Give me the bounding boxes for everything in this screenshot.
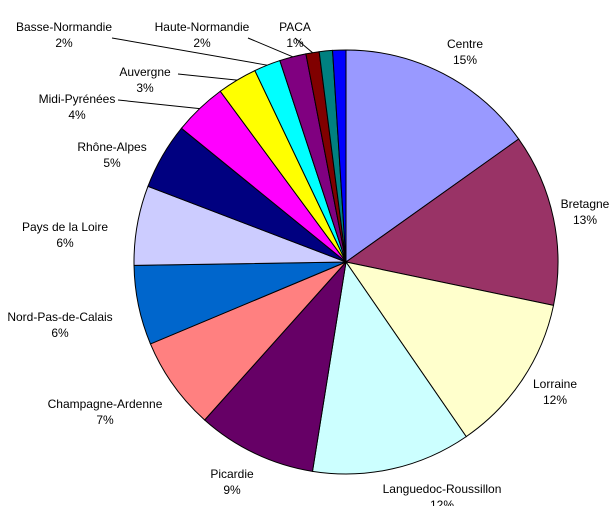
- slice-value-label: 1%: [286, 36, 304, 50]
- slice-value-label: 6%: [51, 326, 69, 340]
- leader-line: [117, 99, 200, 110]
- pie-slice: [345, 49, 520, 263]
- leader-line: [111, 37, 268, 66]
- slice-label: Champagne-Ardenne: [48, 397, 163, 411]
- slice-label: Basse-Normandie: [16, 20, 112, 34]
- pie-slice: [311, 260, 467, 475]
- slice-label: Rhône-Alpes: [77, 140, 146, 154]
- slice-value-label: 9%: [223, 483, 241, 497]
- slice-label: Bretagne: [561, 197, 610, 211]
- leader-line: [177, 73, 238, 81]
- slice-value-label: 12%: [430, 498, 454, 506]
- slice-value-label: 2%: [55, 36, 73, 50]
- slice-value-label: 5%: [103, 156, 121, 170]
- leader-line: [247, 37, 293, 58]
- slice-value-label: 12%: [543, 393, 567, 407]
- slice-label: Nord-Pas-de-Calais: [7, 310, 112, 324]
- leader-line: [294, 37, 313, 54]
- slice-label: Centre: [447, 37, 483, 51]
- slice-label: PACA: [279, 20, 311, 34]
- pie-slice: [344, 261, 555, 438]
- pie-slice: [344, 138, 559, 307]
- slice-label: Midi-Pyrénées: [39, 92, 116, 106]
- pie-slice: [332, 49, 347, 263]
- slice-label: Lorraine: [533, 377, 577, 391]
- slice-value-label: 6%: [56, 236, 74, 250]
- slice-label: Pays de la Loire: [22, 220, 108, 234]
- slice-label: Auvergne: [119, 65, 171, 79]
- slice-label: Haute-Normandie: [155, 20, 250, 34]
- slice-value-label: 2%: [193, 36, 211, 50]
- pie-slice: [203, 260, 347, 472]
- slice-label: Languedoc-Roussillon: [383, 482, 502, 496]
- slice-value-label: 13%: [573, 213, 597, 227]
- slice-value-label: 4%: [68, 108, 86, 122]
- slice-value-label: 7%: [96, 413, 114, 427]
- slice-value-label: 15%: [453, 53, 477, 67]
- slice-value-label: 3%: [136, 81, 154, 95]
- slice-label: Picardie: [210, 467, 254, 481]
